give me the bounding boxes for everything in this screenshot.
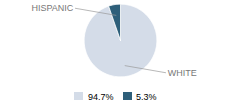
svg-text:WHITE: WHITE [168, 68, 197, 78]
svg-text:HISPANIC: HISPANIC [31, 3, 73, 13]
